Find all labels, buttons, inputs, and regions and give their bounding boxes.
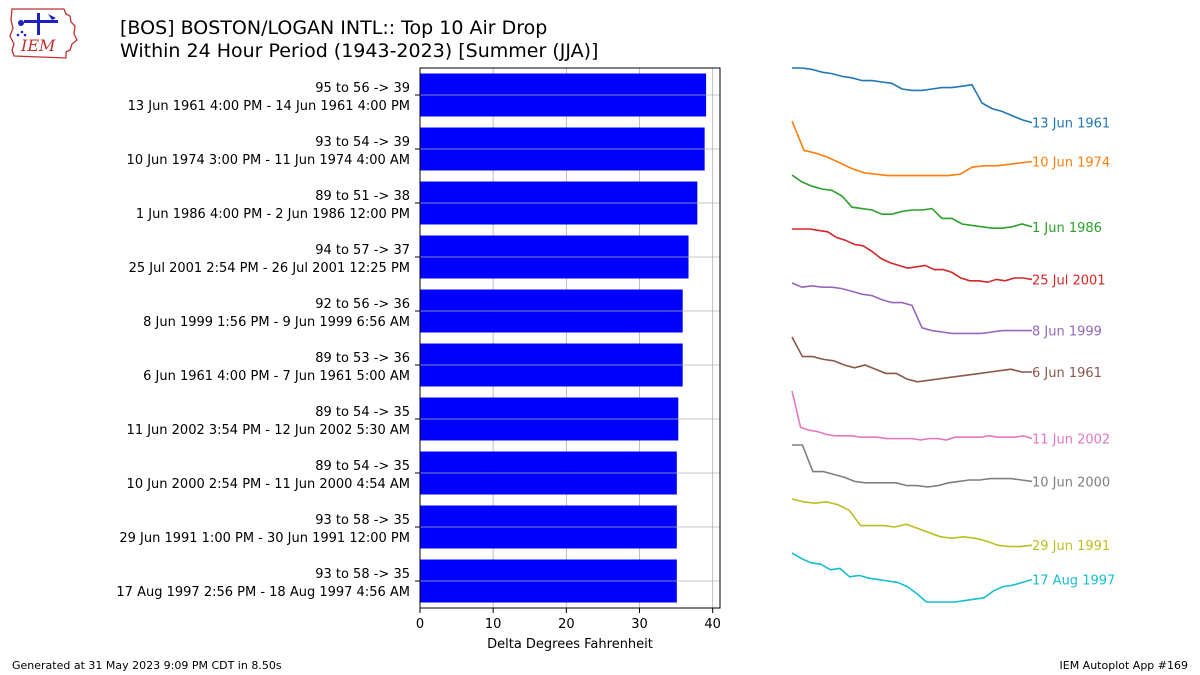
sparkline-7 <box>791 390 1033 441</box>
bar-label-6-period: 6 Jun 1961 4:00 PM - 7 Jun 1961 5:00 AM <box>143 369 410 384</box>
bar-label-5-period: 8 Jun 1999 1:56 PM - 9 Jun 1999 6:56 AM <box>143 315 410 330</box>
plot-frame <box>419 67 721 609</box>
bar-label-5-summary: 92 to 56 -> 36 <box>315 297 410 312</box>
sparkline-label-10: 17 Aug 1997 <box>1032 574 1115 589</box>
x-axis-label: Delta Degrees Fahrenheit <box>487 637 653 652</box>
x-tick-label-1: 10 <box>485 617 502 632</box>
bar-label-2-period: 10 Jun 1974 3:00 PM - 11 Jun 1974 4:00 A… <box>127 153 410 168</box>
bar-label-6-summary: 89 to 53 -> 36 <box>315 351 410 366</box>
x-tick-label-4: 40 <box>704 617 721 632</box>
bar-label-7-summary: 89 to 54 -> 35 <box>315 405 410 420</box>
app-id-label: IEM Autoplot App #169 <box>1059 659 1189 672</box>
bar-label-4-summary: 94 to 57 -> 37 <box>315 243 410 258</box>
sparkline-label-8: 10 Jun 2000 <box>1032 475 1110 490</box>
sparkline-label-5: 8 Jun 1999 <box>1032 325 1102 340</box>
sparkline-3 <box>791 174 1033 229</box>
sparkline-4 <box>792 228 1033 284</box>
bar-label-8-period: 10 Jun 2000 2:54 PM - 11 Jun 2000 4:54 A… <box>127 477 410 492</box>
bar-label-9-period: 29 Jun 1991 1:00 PM - 30 Jun 1991 12:00 … <box>119 531 410 546</box>
sparkline-10 <box>791 552 1033 603</box>
generated-timestamp: Generated at 31 May 2023 9:09 PM CDT in … <box>12 659 282 672</box>
bar-label-7-period: 11 Jun 2002 3:54 PM - 12 Jun 2002 5:30 A… <box>127 423 410 438</box>
title-line-1: [BOS] BOSTON/LOGAN INTL:: Top 10 Air Dro… <box>120 17 548 39</box>
sparkline-label-7: 11 Jun 2002 <box>1032 433 1110 448</box>
svg-text:IEM: IEM <box>20 36 56 55</box>
bar-label-3-period: 1 Jun 1986 4:00 PM - 2 Jun 1986 12:00 PM <box>136 207 410 222</box>
chart-title: [BOS] BOSTON/LOGAN INTL:: Top 10 Air Dro… <box>120 17 598 63</box>
x-tick-label-2: 20 <box>558 617 575 632</box>
title-line-2: Within 24 Hour Period (1943-2023) [Summe… <box>120 40 599 62</box>
sparkline-6 <box>791 336 1032 383</box>
sparkline-label-9: 29 Jun 1991 <box>1032 539 1110 554</box>
sparkline-label-6: 6 Jun 1961 <box>1032 366 1102 381</box>
bar-label-4-period: 25 Jul 2001 2:54 PM - 26 Jul 2001 12:25 … <box>129 261 410 276</box>
sparkline-label-3: 1 Jun 1986 <box>1032 221 1102 236</box>
sparkline-8 <box>792 444 1033 488</box>
sparkline-2 <box>791 120 1033 177</box>
bar-label-10-summary: 93 to 58 -> 35 <box>315 567 410 582</box>
bar-label-2-summary: 93 to 54 -> 39 <box>315 135 410 150</box>
bar-label-10-period: 17 Aug 1997 2:56 PM - 18 Aug 1997 4:56 A… <box>116 585 410 600</box>
bar-label-1-summary: 95 to 56 -> 39 <box>315 81 410 96</box>
x-tick-label-3: 30 <box>631 617 648 632</box>
sparkline-1 <box>792 67 1033 124</box>
sparkline-label-4: 25 Jul 2001 <box>1032 273 1106 288</box>
sparkline-5 <box>791 282 1032 335</box>
bar-label-1-period: 13 Jun 1961 4:00 PM - 14 Jun 1961 4:00 P… <box>128 99 410 114</box>
bar-label-3-summary: 89 to 51 -> 38 <box>315 189 410 204</box>
sparkline-label-1: 13 Jun 1961 <box>1032 117 1110 132</box>
iem-logo: IEM <box>8 6 80 64</box>
x-tick-label-0: 0 <box>416 617 424 632</box>
bar-label-8-summary: 89 to 54 -> 35 <box>315 459 410 474</box>
sparkline-label-2: 10 Jun 1974 <box>1032 156 1110 171</box>
bar-label-9-summary: 93 to 58 -> 35 <box>315 513 410 528</box>
sparkline-9 <box>791 498 1033 548</box>
